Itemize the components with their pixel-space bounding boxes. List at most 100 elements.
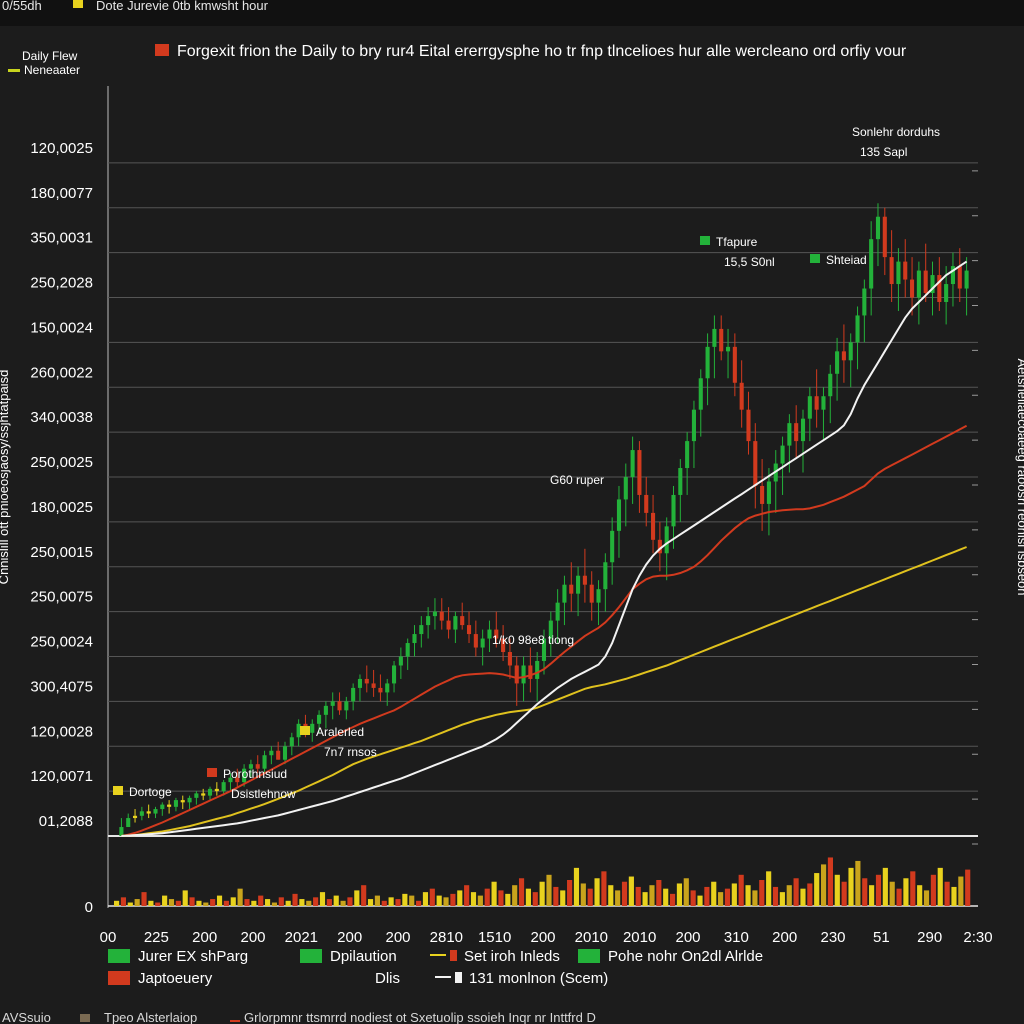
y-axis-title-right: Aetsneliaecoaeeg raoosri reonlsl isbseon	[1015, 358, 1024, 595]
y-tick-label: 150,0024	[30, 319, 93, 336]
candle-body	[432, 611, 437, 617]
annotation-label: Sonlehr dorduhs	[852, 125, 940, 139]
volume-bar	[766, 871, 772, 906]
volume-bar	[889, 881, 895, 906]
volume-bar	[827, 857, 834, 906]
volume-bar	[251, 900, 257, 906]
candle-body	[576, 575, 581, 594]
volume-bar	[292, 893, 298, 906]
volume-bar	[704, 886, 710, 906]
candle-body	[439, 611, 444, 621]
volume-bar	[553, 886, 559, 906]
volume-bar	[656, 880, 662, 906]
top-bar-title: Dote Jurevie 0tb kmwsht hour	[96, 0, 268, 13]
legend-swatch	[300, 949, 322, 963]
volume-bar	[567, 880, 573, 906]
candle-body	[419, 625, 424, 635]
volume-bar	[141, 892, 147, 906]
legend-swatch	[450, 950, 457, 961]
volume-bar	[278, 897, 284, 906]
volume-bar	[203, 902, 209, 906]
volume-bar	[628, 876, 634, 906]
volume-bar	[615, 890, 621, 906]
candle-body	[739, 382, 744, 410]
volume-bar	[244, 899, 250, 906]
volume-bar	[573, 867, 580, 906]
x-tick-label: 2021	[285, 929, 318, 946]
volume-bar	[299, 899, 305, 906]
legend-label: Pohe nohr On2dl Alrlde	[608, 948, 763, 965]
volume-bar	[820, 864, 827, 906]
volume-bar	[306, 900, 312, 906]
annotation-label: 1/k0 98e8 tiong	[492, 633, 574, 647]
y-tick-label: 180,0077	[30, 185, 93, 202]
candle-body	[487, 629, 492, 639]
bottom-bar-dash	[230, 1020, 240, 1022]
candle-body	[501, 638, 506, 653]
candle-body	[896, 261, 901, 285]
volume-bar	[560, 890, 566, 906]
x-tick-label: 310	[724, 929, 749, 946]
volume-bar	[944, 881, 950, 906]
volume-bar	[175, 900, 181, 906]
volume-bar	[848, 867, 854, 906]
volume-bar	[388, 897, 394, 906]
legend-label: Dlis	[375, 970, 400, 987]
volume-bar	[285, 900, 291, 906]
candle-body	[610, 530, 615, 563]
annotation-sublabel: Dsistlehnow	[231, 787, 296, 801]
candle-body	[528, 665, 533, 679]
volume-bar	[697, 895, 703, 906]
candle-body	[392, 665, 397, 684]
candle-body	[732, 346, 737, 383]
candle-body	[480, 638, 485, 648]
volume-bar	[814, 873, 820, 906]
candle-body	[221, 782, 226, 792]
volume-bar	[951, 886, 957, 906]
volume-bar	[896, 888, 902, 906]
legend-label: 131 monlnon (Scem)	[469, 970, 608, 987]
volume-bar	[807, 883, 813, 906]
volume-bar	[416, 900, 422, 906]
annotation-marker	[300, 726, 310, 735]
volume-bar	[738, 874, 744, 906]
volume-bar	[731, 883, 737, 906]
annotation-marker	[810, 254, 820, 263]
candle-body	[160, 804, 165, 810]
candle-body	[242, 768, 247, 783]
candle-body	[255, 764, 260, 769]
volume-bar	[491, 881, 497, 906]
moving-average-line	[121, 424, 968, 837]
y-tick-label: 350,0031	[30, 230, 93, 247]
candle-body	[357, 678, 363, 688]
volume-bar	[148, 900, 154, 906]
volume-bar	[381, 900, 387, 906]
volume-zero-label: 0	[85, 899, 93, 916]
candle-body	[869, 239, 874, 289]
candle-body	[678, 468, 683, 495]
annotation-sublabel: 15,5 S0nl	[724, 255, 775, 269]
bottom-bar: AVSsuio Tpeo Alsterlaiop Grlorpmnr ttsmr…	[0, 1008, 1024, 1024]
candle-body	[930, 275, 935, 294]
volume-bar	[862, 878, 868, 906]
volume-bar	[361, 885, 367, 906]
volume-bar	[436, 895, 442, 906]
candle-body	[923, 270, 928, 294]
volume-bar	[429, 888, 435, 906]
x-tick-label: 200	[240, 929, 265, 946]
candle-body	[814, 396, 819, 410]
candle-body	[630, 450, 635, 477]
volume-bar	[354, 890, 360, 906]
volume-bar	[752, 890, 758, 906]
volume-bar	[443, 897, 449, 906]
volume-bar	[532, 892, 538, 906]
candle-body	[385, 683, 390, 693]
volume-bar	[786, 885, 792, 906]
candle-body	[698, 378, 703, 410]
volume-bar	[114, 900, 120, 906]
candle-body	[119, 827, 124, 836]
volume-bar	[917, 885, 923, 906]
volume-bar	[635, 886, 641, 906]
volume-bar	[313, 897, 319, 906]
annotation-sublabel: 135 Sapl	[860, 145, 907, 159]
